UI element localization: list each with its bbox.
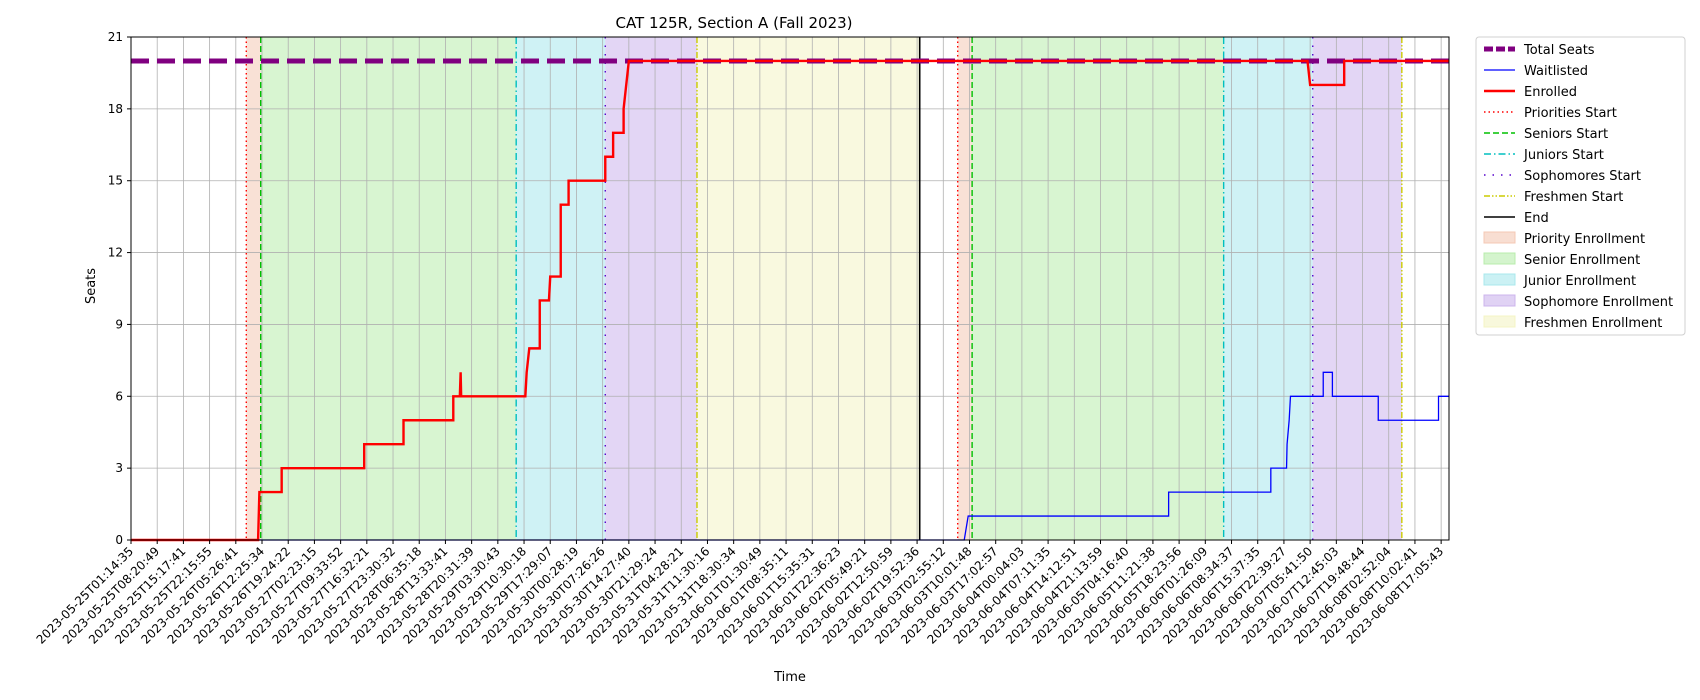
legend-swatch	[1483, 315, 1516, 328]
legend-box	[1475, 36, 1686, 336]
y-tick-label: 6	[115, 389, 123, 403]
legend: Total Seats Waitlisted Enrolled Priorities …	[1475, 36, 1686, 336]
x-axis-title: Time	[773, 670, 806, 685]
legend-label: Junior Enrollment	[1523, 274, 1636, 289]
series-line-enrolled	[131, 59, 1449, 542]
y-tick-label: 9	[115, 317, 123, 331]
shaded-region-0-1	[957, 37, 973, 540]
shaded-region-2-0	[516, 37, 606, 540]
legend-swatch	[1483, 273, 1516, 286]
y-tick-label: 3	[115, 461, 123, 475]
legend-label: Seniors Start	[1524, 127, 1608, 142]
y-tick-label: 21	[108, 30, 123, 44]
y-tick-label: 12	[108, 246, 123, 260]
series-line-waitlisted	[131, 371, 1449, 541]
shaded-region-1-1	[972, 37, 1224, 540]
legend-label: Juniors Start	[1523, 148, 1604, 163]
legend-label: Priority Enrollment	[1524, 232, 1645, 247]
legend-label: Sophomores Start	[1524, 169, 1641, 184]
shaded-region-4-0	[696, 37, 920, 540]
y-axis-title: Seats	[84, 268, 99, 304]
shaded-region-3-1	[1312, 37, 1402, 540]
legend-label: End	[1524, 211, 1549, 226]
chart-title: CAT 125R, Section A (Fall 2023)	[615, 14, 852, 32]
plot-frame	[130, 36, 1450, 541]
legend-label: Enrolled	[1524, 85, 1577, 100]
shaded-region-0-0	[246, 37, 261, 540]
legend-label: Priorities Start	[1524, 106, 1617, 121]
legend-swatch	[1483, 252, 1516, 265]
legend-swatch	[1483, 231, 1516, 244]
y-tick-label: 15	[108, 174, 123, 188]
legend-label: Freshmen Enrollment	[1524, 316, 1662, 331]
legend-label: Waitlisted	[1524, 64, 1588, 79]
shaded-region-3-0	[605, 37, 697, 540]
legend-label: Senior Enrollment	[1524, 253, 1640, 268]
legend-swatch	[1483, 294, 1516, 307]
legend-label: Freshmen Start	[1524, 190, 1623, 205]
legend-label: Total Seats	[1523, 43, 1595, 58]
shaded-region-2-1	[1223, 37, 1313, 540]
legend-label: Sophomore Enrollment	[1524, 295, 1673, 310]
y-tick-label: 0	[115, 533, 123, 547]
y-tick-label: 18	[108, 102, 123, 116]
shaded-region-1-0	[260, 37, 517, 540]
